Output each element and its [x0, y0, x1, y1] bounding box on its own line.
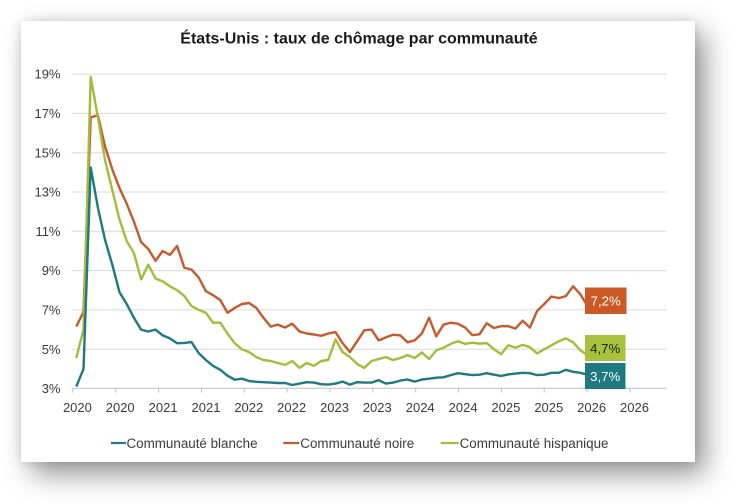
svg-text:Communauté hispanique: Communauté hispanique: [460, 436, 609, 451]
svg-text:7%: 7%: [42, 303, 61, 318]
svg-text:2021: 2021: [192, 400, 221, 415]
svg-text:2026: 2026: [577, 400, 606, 415]
svg-text:2024: 2024: [449, 400, 478, 415]
svg-text:2023: 2023: [363, 400, 392, 415]
svg-text:2023: 2023: [320, 400, 349, 415]
svg-text:2025: 2025: [491, 400, 520, 415]
svg-text:Communauté noire: Communauté noire: [300, 436, 414, 451]
svg-text:États-Unis : taux de chômage p: États-Unis : taux de chômage par communa…: [180, 29, 538, 48]
svg-text:5%: 5%: [42, 342, 61, 357]
svg-text:17%: 17%: [34, 106, 60, 121]
svg-text:13%: 13%: [34, 185, 60, 200]
svg-text:2020: 2020: [106, 400, 135, 415]
svg-text:15%: 15%: [34, 145, 60, 160]
svg-text:3,7%: 3,7%: [590, 369, 620, 384]
svg-text:2021: 2021: [149, 400, 178, 415]
svg-text:2024: 2024: [406, 400, 435, 415]
svg-text:2022: 2022: [277, 400, 306, 415]
svg-text:11%: 11%: [35, 224, 60, 239]
svg-text:4,7%: 4,7%: [590, 341, 620, 356]
svg-text:2026: 2026: [620, 400, 649, 415]
svg-text:2022: 2022: [234, 400, 263, 415]
svg-text:19%: 19%: [34, 67, 60, 82]
svg-text:2025: 2025: [534, 400, 563, 415]
svg-text:7,2%: 7,2%: [591, 294, 621, 309]
svg-text:2020: 2020: [63, 400, 92, 415]
svg-text:3%: 3%: [42, 381, 61, 396]
svg-text:9%: 9%: [42, 263, 61, 278]
svg-text:Communauté blanche: Communauté blanche: [127, 436, 258, 451]
